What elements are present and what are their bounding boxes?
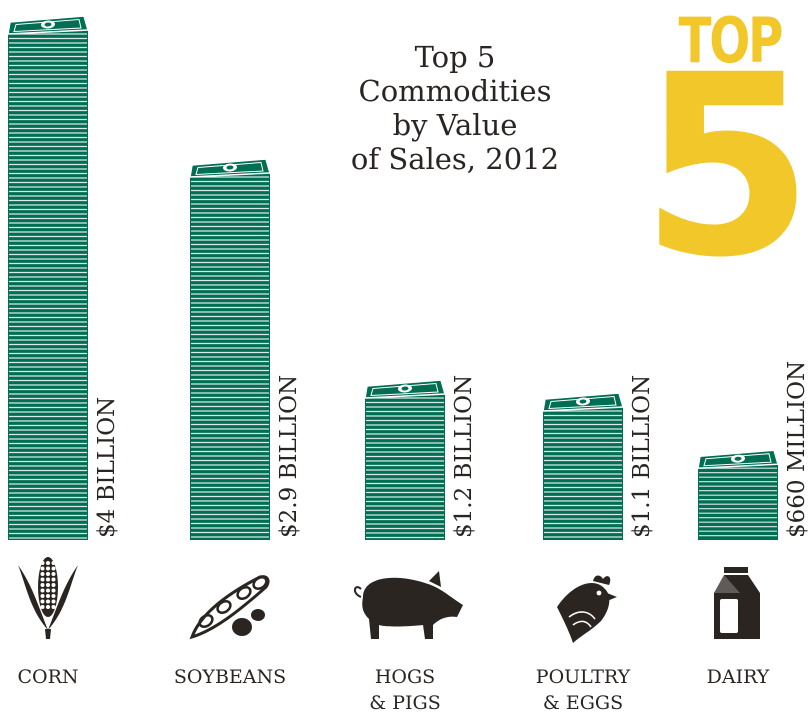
bar-hogs-pigs [364,379,446,540]
value-label-4: $660 MILLION [784,361,810,538]
bar-dairy [697,449,779,540]
value-label-1: $2.9 BILLION [276,375,302,538]
category-label-2: HOGS & PIGS [335,664,475,716]
category-label-4: DAIRY [668,664,808,690]
category-label-line: HOGS [374,666,436,688]
title-line-4: of Sales, 2012 [350,142,560,176]
category-label-3: POULTRY & EGGS [513,664,653,716]
pig-icon [354,571,463,639]
category-label-1: SOYBEANS [160,664,300,690]
soybean-icon [189,575,270,640]
category-label-line: DAIRY [706,666,770,688]
title-line-1: Top 5 [414,40,496,74]
category-label-line: POULTRY [535,666,631,688]
title-line-3: by Value [392,108,518,142]
milk-carton-icon [714,567,760,639]
chart-title: Top 5 Commodities by Value of Sales, 201… [320,40,590,176]
category-label-line: CORN [17,666,79,688]
chicken-icon [557,575,617,643]
bar-soybeans [189,158,271,540]
bar-corn [7,15,89,540]
bar-poultry-eggs [542,392,624,540]
badge-number: 5 [640,21,810,312]
category-label-line: SOYBEANS [173,666,287,688]
category-label-0: CORN [0,664,118,690]
value-label-2: $1.2 BILLION [451,375,477,538]
category-label-line: & PIGS [369,692,441,714]
category-label-line: & EGGS [542,692,624,714]
value-label-3: $1.1 BILLION [629,375,655,538]
value-label-0: $4 BILLION [94,397,120,538]
corn-icon [18,557,78,639]
title-line-2: Commodities [358,74,552,108]
